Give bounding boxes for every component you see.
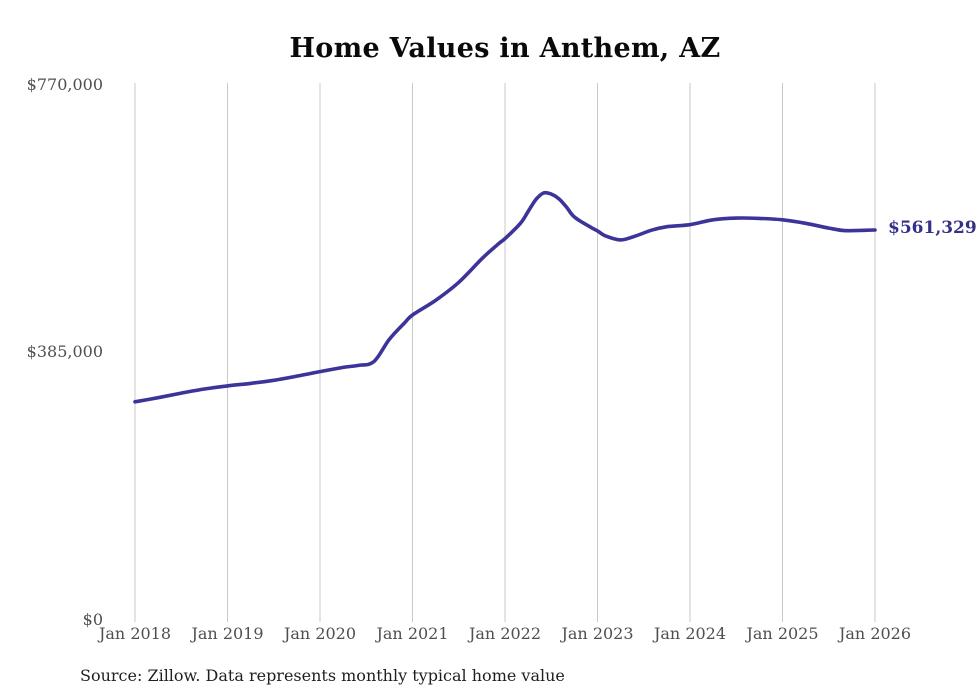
end-value-label: $561,329 (888, 217, 977, 238)
source-note: Source: Zillow. Data represents monthly … (80, 666, 565, 685)
y-axis-tick-label: $385,000 (26, 342, 103, 361)
y-axis-tick-label: $0 (82, 610, 103, 629)
y-axis-tick-label: $770,000 (26, 75, 103, 94)
home-value-line (133, 190, 877, 404)
x-axis-tick-label: Jan 2026 (838, 624, 912, 643)
x-axis-tick-label: Jan 2021 (376, 624, 449, 643)
x-axis-tick-label: Jan 2022 (468, 624, 542, 643)
chart-title: Home Values in Anthem, AZ (289, 33, 721, 64)
x-axis-tick-label: Jan 2018 (98, 624, 172, 643)
x-axis-tick-label: Jan 2020 (283, 624, 357, 643)
x-axis-tick-label: Jan 2019 (191, 624, 264, 643)
x-axis-tick-label: Jan 2023 (561, 624, 634, 643)
x-axis-tick-label: Jan 2025 (746, 624, 819, 643)
x-axis-tick-label: Jan 2024 (653, 624, 727, 643)
